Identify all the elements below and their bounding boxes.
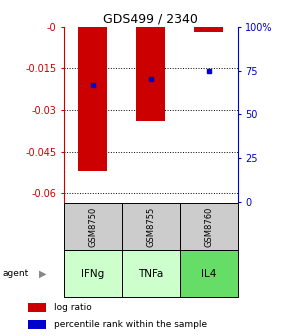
Text: TNFa: TNFa <box>138 269 164 279</box>
Bar <box>122 203 180 250</box>
Text: IL4: IL4 <box>201 269 217 279</box>
Text: ▶: ▶ <box>39 269 47 279</box>
Bar <box>64 250 122 297</box>
Text: agent: agent <box>3 269 29 278</box>
Bar <box>78 27 107 171</box>
Text: IFNg: IFNg <box>81 269 104 279</box>
Title: GDS499 / 2340: GDS499 / 2340 <box>103 13 198 26</box>
Bar <box>180 250 238 297</box>
Bar <box>136 27 165 121</box>
Bar <box>64 203 122 250</box>
Text: GSM8755: GSM8755 <box>146 207 155 247</box>
Bar <box>194 27 223 33</box>
Bar <box>28 303 46 312</box>
Bar <box>28 320 46 329</box>
Bar <box>122 250 180 297</box>
Text: GSM8750: GSM8750 <box>88 207 97 247</box>
Text: log ratio: log ratio <box>54 303 92 312</box>
Text: GSM8760: GSM8760 <box>204 207 213 247</box>
Bar <box>180 203 238 250</box>
Text: percentile rank within the sample: percentile rank within the sample <box>54 320 207 329</box>
